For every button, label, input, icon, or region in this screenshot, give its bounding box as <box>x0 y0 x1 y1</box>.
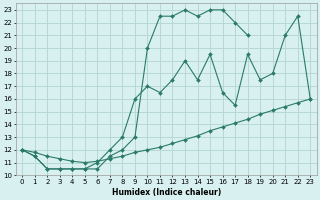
X-axis label: Humidex (Indice chaleur): Humidex (Indice chaleur) <box>112 188 221 197</box>
